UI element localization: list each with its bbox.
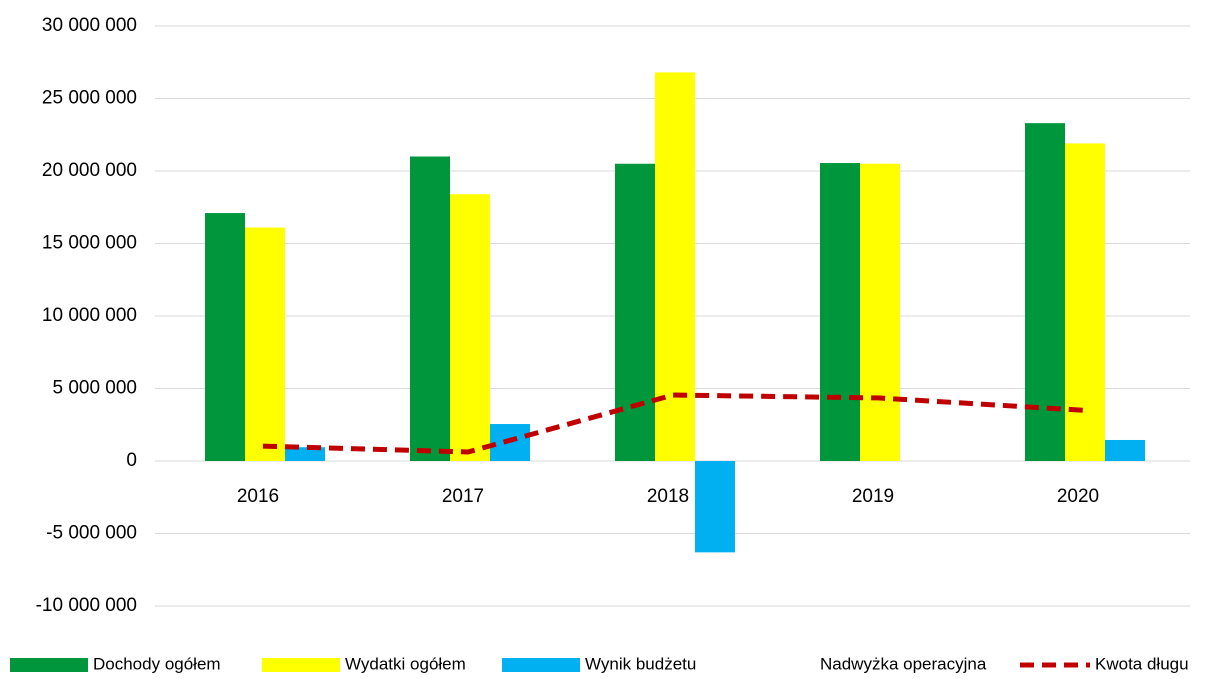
x-tick-label: 2019	[852, 486, 894, 507]
y-tick-label: -10 000 000	[36, 595, 137, 616]
legend-label: Nadwyżka operacyjna	[820, 654, 987, 673]
y-tick-label: 25 000 000	[42, 88, 137, 109]
bar	[450, 194, 490, 461]
y-tick-label: 10 000 000	[42, 305, 137, 326]
legend-label: Wydatki ogółem	[345, 654, 466, 673]
x-tick-label: 2017	[442, 486, 484, 507]
bar	[655, 72, 695, 462]
bar	[820, 163, 860, 461]
bar	[695, 461, 735, 553]
x-tick-label: 2020	[1057, 486, 1099, 507]
y-tick-label: 15 000 000	[42, 233, 137, 254]
y-tick-label: 0	[126, 450, 137, 471]
bar	[615, 163, 655, 461]
y-tick-label: 5 000 000	[52, 378, 137, 399]
y-tick-label: 20 000 000	[42, 160, 137, 181]
y-tick-label: -5 000 000	[46, 523, 137, 544]
bar	[245, 227, 285, 461]
bar	[1065, 143, 1105, 461]
legend-label: Dochody ogółem	[93, 654, 221, 673]
legend-label: Kwota długu	[1095, 654, 1189, 673]
x-tick-label: 2016	[237, 486, 279, 507]
bar	[285, 447, 325, 461]
bar	[1105, 439, 1145, 461]
y-tick-label: 30 000 000	[42, 15, 137, 36]
legend-label: Wynik budżetu	[585, 654, 696, 673]
legend-swatch	[10, 658, 88, 672]
bar	[410, 156, 450, 461]
bar	[205, 213, 245, 461]
x-tick-label: 2018	[647, 486, 689, 507]
line	[262, 392, 1084, 455]
bar	[860, 163, 900, 461]
legend-swatch	[262, 658, 340, 672]
legend-swatch	[502, 658, 580, 672]
